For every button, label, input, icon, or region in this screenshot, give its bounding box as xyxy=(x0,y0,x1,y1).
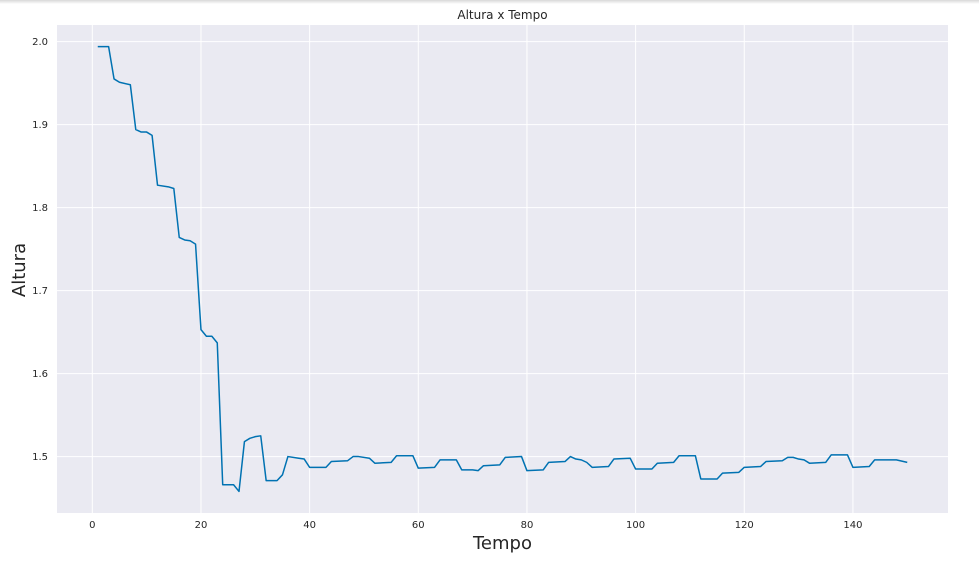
y-tick-label: 2.0 xyxy=(32,37,48,48)
y-axis-ticks: 1.5 1.6 1.7 1.8 1.9 2.0 xyxy=(32,37,48,463)
x-tick-label: 140 xyxy=(843,520,862,531)
y-tick-label: 1.5 xyxy=(32,452,48,463)
x-tick-label: 60 xyxy=(412,520,425,531)
y-tick-label: 1.7 xyxy=(32,286,48,297)
y-tick-label: 1.9 xyxy=(32,120,48,131)
x-tick-label: 40 xyxy=(303,520,316,531)
x-tick-label: 100 xyxy=(626,520,645,531)
y-tick-label: 1.6 xyxy=(32,369,48,380)
y-tick-label: 1.8 xyxy=(32,203,48,214)
x-tick-label: 80 xyxy=(521,520,534,531)
series-line-altura xyxy=(97,45,908,493)
y-axis-label: Altura xyxy=(9,243,30,297)
window-top-shadow xyxy=(0,0,979,4)
x-tick-label: 0 xyxy=(89,520,95,531)
grid-lines xyxy=(57,25,948,513)
x-tick-label: 120 xyxy=(735,520,754,531)
x-tick-label: 20 xyxy=(195,520,208,531)
x-axis-label: Tempo xyxy=(472,533,532,554)
plot-area xyxy=(57,25,948,513)
x-axis-ticks: 0 20 40 60 80 100 120 140 xyxy=(89,520,862,531)
chart-title: Altura x Tempo xyxy=(457,8,547,22)
